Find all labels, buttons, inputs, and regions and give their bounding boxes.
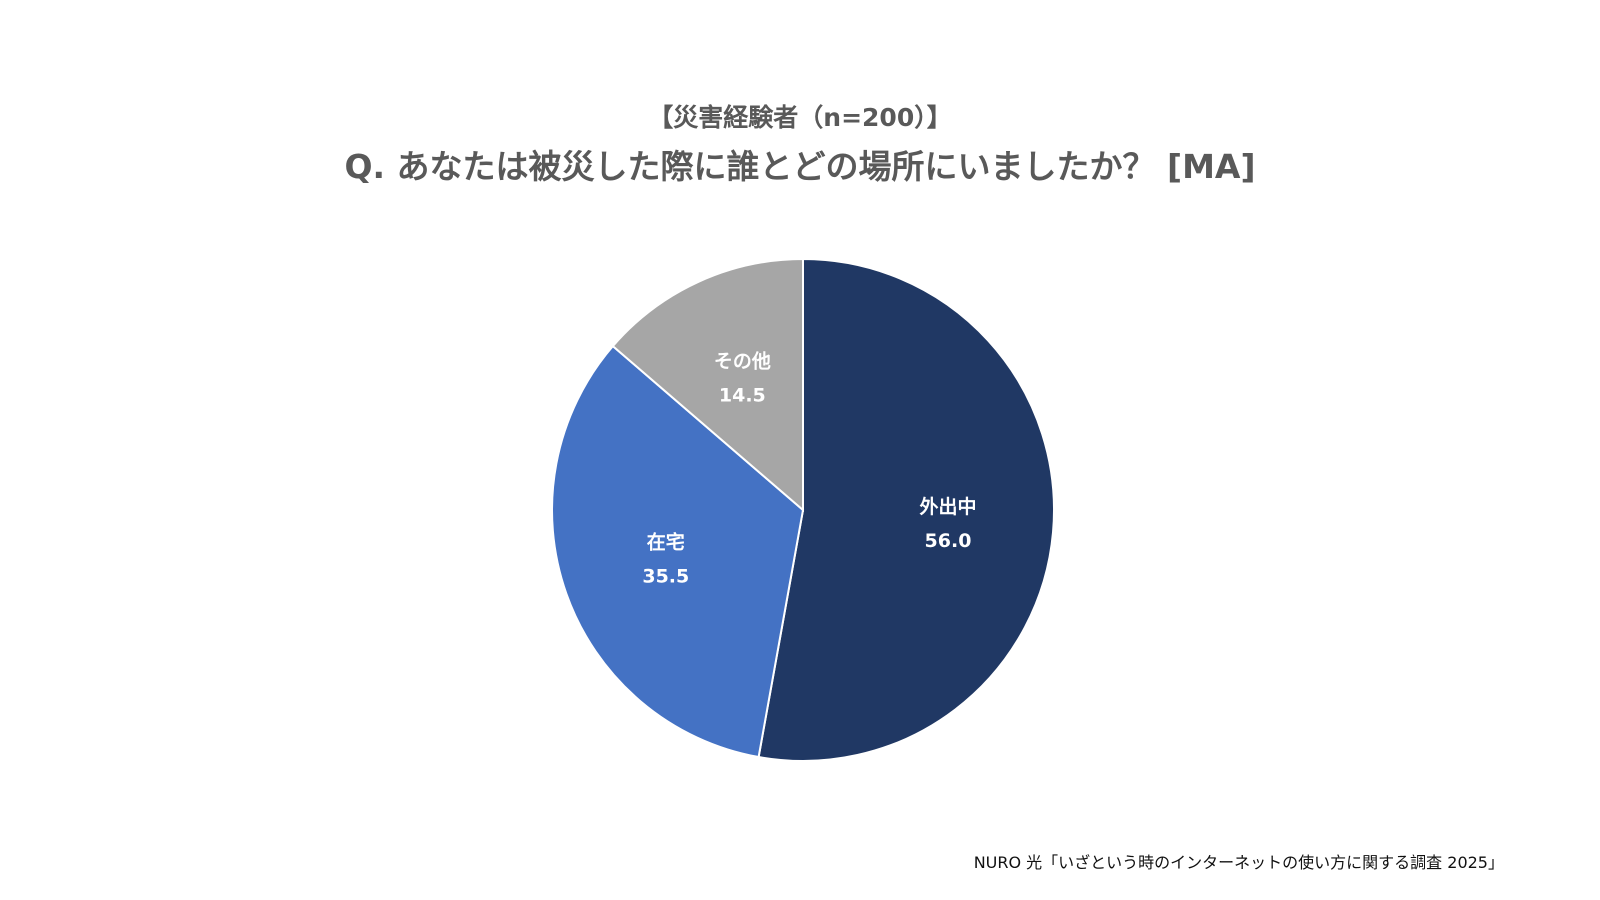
slice-category-label: その他 bbox=[714, 350, 771, 373]
chart-subtitle: 【災害経験者（n=200）】 bbox=[648, 103, 952, 132]
slice-category-label: 外出中 bbox=[919, 495, 976, 518]
slice-value-label: 14.5 bbox=[719, 385, 766, 407]
pie-slice-2 bbox=[551, 344, 805, 759]
chart-title: Q. あなたは被災した際に誰とどの場所にいましたか？ [MA] bbox=[344, 147, 1256, 186]
slice-value-label: 56.0 bbox=[925, 530, 972, 552]
pie-labels: 外出中 56.0 在宅 35.5 その他 14.5 bbox=[642, 350, 976, 588]
pie-slice-3 bbox=[611, 257, 804, 513]
slice-category-label: 在宅 bbox=[647, 531, 685, 554]
pie-slices bbox=[551, 257, 1055, 762]
source-note: NURO 光「いざという時のインターネットの使い方に関する調査 2025」 bbox=[973, 853, 1504, 872]
slice-value-label: 35.5 bbox=[642, 566, 689, 588]
pie-slice-1 bbox=[757, 257, 1055, 762]
